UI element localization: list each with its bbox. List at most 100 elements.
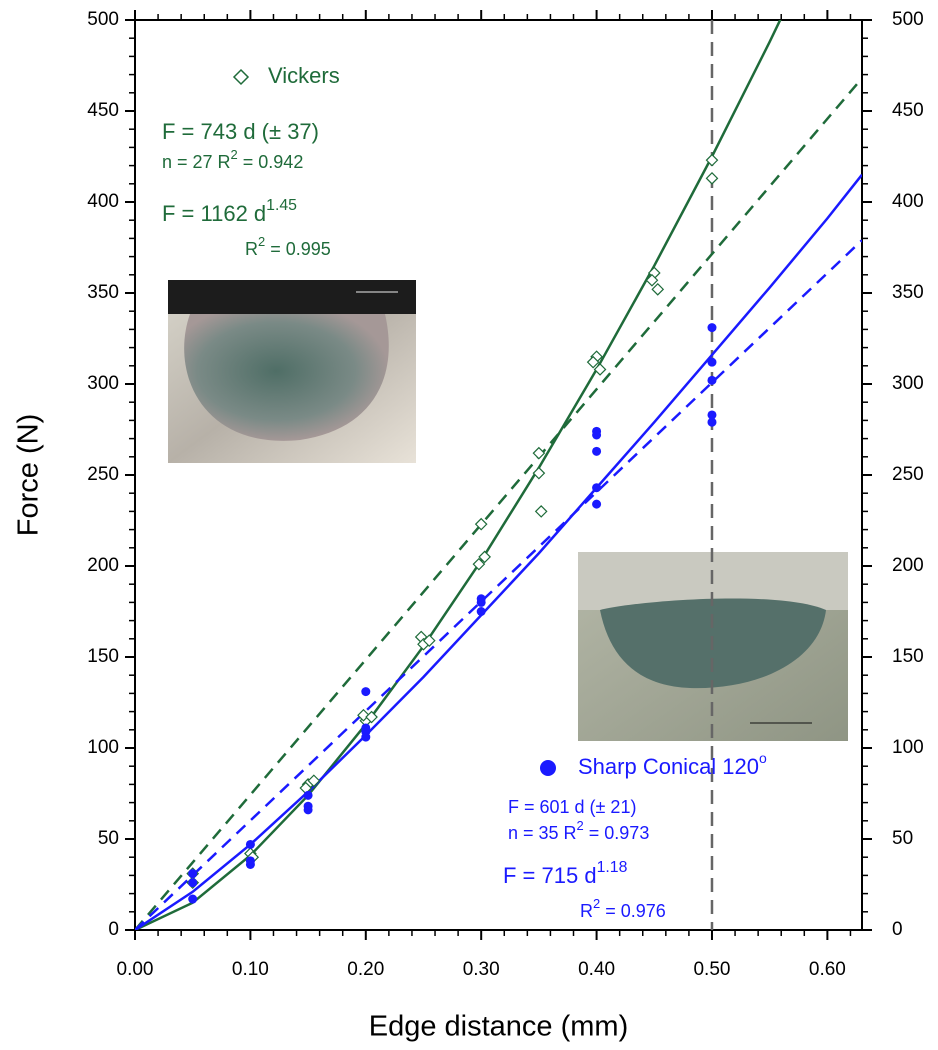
point-circle (188, 894, 198, 904)
legend-marker (232, 68, 250, 86)
annotation-text: R (580, 901, 593, 921)
point-diamond (474, 517, 488, 531)
point-diamond (472, 557, 486, 571)
point-circle (245, 839, 255, 849)
point-circle (592, 446, 602, 456)
annotation-text: = 0.942 (238, 152, 304, 172)
fit-line (135, 77, 862, 930)
point-circle (592, 499, 602, 509)
y-tick-label-right: 100 (892, 737, 924, 758)
y-tick-label-right: 250 (892, 464, 924, 485)
y-axis-label: Force (N) (13, 414, 45, 536)
y-tick-label-right: 300 (892, 373, 924, 394)
point-circle (592, 483, 602, 493)
point-diamond (365, 710, 378, 724)
x-tick-label: 0.20 (347, 959, 384, 980)
legend-text: Vickers (268, 63, 340, 88)
y-tick-label: 500 (87, 9, 119, 30)
annotation-sup: 1.18 (597, 859, 628, 876)
point-diamond (586, 355, 600, 369)
point-circle (707, 410, 717, 420)
annotation-text: n = 35 R (508, 823, 577, 843)
y-tick-label: 400 (87, 191, 119, 212)
x-axis-label: Edge distance (mm) (369, 1011, 629, 1043)
y-tick-label: 350 (87, 282, 119, 303)
point-diamond (307, 774, 321, 788)
annotation: F = 601 d (± 21) (508, 797, 636, 817)
y-tick-label-right: 500 (892, 9, 924, 30)
x-tick-label: 0.50 (693, 959, 730, 980)
x-tick-label: 0.30 (463, 959, 500, 980)
annotation-sup: 2 (577, 818, 584, 833)
point-circle (188, 878, 198, 888)
annotation: F = 743 d (± 37) (162, 119, 319, 144)
x-tick-label: 0.00 (117, 959, 154, 980)
annotation: R2 = 0.976 (580, 896, 666, 921)
x-tick-label: 0.60 (809, 959, 846, 980)
y-tick-label-right: 50 (892, 828, 913, 849)
point-circle (476, 597, 486, 607)
point-circle (361, 732, 371, 742)
point-diamond (532, 446, 546, 460)
point-circle (476, 607, 486, 616)
legend-label: Sharp Conical 120o (578, 750, 767, 779)
annotation-text: n = 27 R (162, 152, 231, 172)
annotation-text: F = 601 d (± 21) (508, 797, 636, 817)
point-diamond (478, 550, 492, 564)
annotation-sup: 2 (593, 896, 600, 911)
legend-label: Vickers (268, 63, 340, 88)
y-tick-label-right: 200 (892, 555, 924, 576)
legend-text: Sharp Conical 120 (578, 754, 759, 779)
x-tick-label: 0.10 (232, 959, 269, 980)
y-tick-label-right: 400 (892, 191, 924, 212)
y-tick-label: 150 (87, 646, 119, 667)
point-diamond (705, 171, 719, 185)
point-diamond (645, 273, 659, 287)
annotation: F = 715 d1.18 (503, 859, 628, 887)
fit-line (135, 239, 862, 930)
point-circle (707, 323, 717, 333)
y-tick-label: 450 (87, 100, 119, 121)
y-tick-label: 300 (87, 373, 119, 394)
point-circle (245, 859, 255, 869)
annotation-sup: 2 (258, 234, 265, 249)
annotation-text: = 0.973 (584, 823, 650, 843)
annotation-text: R (245, 239, 258, 259)
point-diamond (651, 283, 665, 296)
point-circle (303, 790, 313, 800)
annotation: F = 1162 d1.45 (162, 197, 297, 225)
legend-marker (540, 760, 556, 776)
point-diamond (534, 505, 548, 518)
annotation-text: = 0.995 (265, 239, 331, 259)
y-tick-label: 250 (87, 464, 119, 485)
point-diamond (705, 153, 719, 167)
legend-sup: o (759, 750, 767, 766)
point-circle (188, 869, 198, 879)
annotation-text: = 0.976 (600, 901, 666, 921)
point-circle (707, 375, 717, 385)
y-tick-label-right: 0 (892, 919, 903, 940)
y-tick-label-right: 350 (892, 282, 924, 303)
point-diamond (593, 363, 607, 376)
point-circle (303, 805, 313, 815)
point-diamond (532, 466, 546, 480)
plot-area (135, 20, 862, 930)
annotation: R2 = 0.995 (245, 234, 331, 259)
y-tick-label: 100 (87, 737, 119, 758)
y-tick-label-right: 450 (892, 100, 924, 121)
y-tick-label: 0 (108, 919, 119, 940)
annotation: n = 27 R2 = 0.942 (162, 147, 303, 172)
y-tick-label: 50 (98, 828, 119, 849)
annotation-sup: 2 (231, 147, 238, 162)
annotation-text: F = 715 d (503, 863, 597, 888)
point-circle (592, 430, 602, 440)
point-circle (707, 357, 717, 367)
annotation: n = 35 R2 = 0.973 (508, 818, 649, 843)
annotation-sup: 1.45 (266, 197, 297, 214)
y-tick-label-right: 150 (892, 646, 924, 667)
point-circle (361, 687, 371, 697)
y-tick-label: 200 (87, 555, 119, 576)
annotation-text: F = 1162 d (162, 201, 266, 226)
